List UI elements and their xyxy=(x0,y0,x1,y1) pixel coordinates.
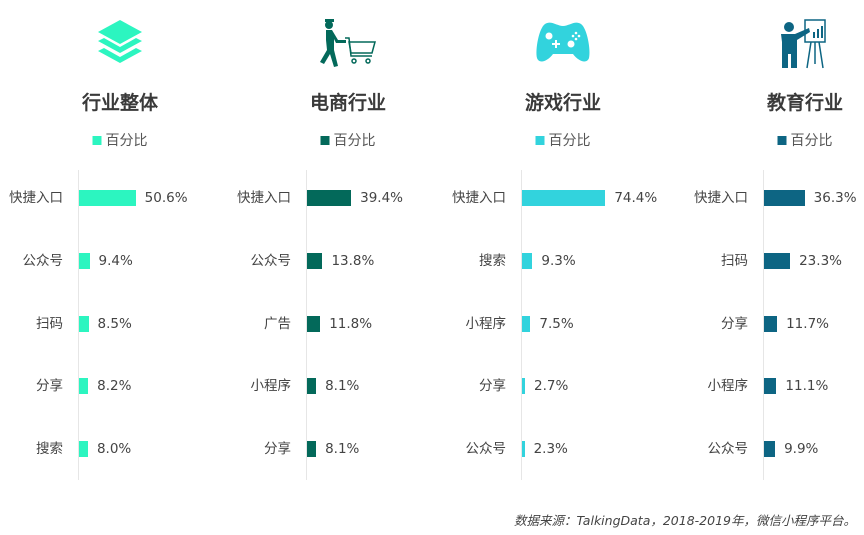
legend: 百分比 xyxy=(92,130,148,150)
data-label: 2.3% xyxy=(533,441,568,457)
category-label: 分享 xyxy=(479,378,506,394)
legend: 百分比 xyxy=(535,130,591,150)
bar xyxy=(79,378,89,394)
data-label: 7.5% xyxy=(539,316,574,332)
data-label: 11.8% xyxy=(329,316,373,332)
chart-title: 游戏行业 xyxy=(524,92,602,114)
category-label: 快捷入口 xyxy=(694,190,748,206)
axis-line xyxy=(78,170,79,480)
bar xyxy=(522,253,533,269)
legend-label: 百分比 xyxy=(105,133,148,149)
data-label: 23.3% xyxy=(799,253,842,269)
bar xyxy=(307,316,321,332)
category-label: 分享 xyxy=(264,441,291,457)
category-label: 扫码 xyxy=(721,253,748,269)
legend-label: 百分比 xyxy=(548,133,591,149)
bar xyxy=(307,378,317,394)
chart-panel: 教育行业百分比快捷入口 36.3% 扫码 23.3% 分享 11.7% 小程序 11.1% 公众… xyxy=(694,16,857,480)
bar xyxy=(522,378,526,394)
legend-swatch xyxy=(777,135,787,145)
bar xyxy=(79,190,136,206)
chart-panel: 电商行业百分比快捷入口 39.4% 公众号 13.8% 广告 11.8% 小程序 8.1% 分享… xyxy=(237,16,404,480)
data-label: 50.6% xyxy=(144,190,188,206)
category-label: 快捷入口 xyxy=(237,190,291,206)
category-label: 公众号 xyxy=(465,441,507,457)
data-label: 9.4% xyxy=(98,253,133,269)
data-label: 8.1% xyxy=(325,378,360,394)
bar xyxy=(764,190,805,206)
category-label: 快捷入口 xyxy=(452,190,506,206)
bar xyxy=(522,441,525,457)
legend-swatch xyxy=(535,135,545,145)
category-label: 搜索 xyxy=(479,253,506,269)
chart-title: 行业整体 xyxy=(81,92,159,114)
bar xyxy=(764,253,791,269)
data-label: 8.5% xyxy=(97,316,132,332)
category-label: 公众号 xyxy=(707,441,749,457)
category-label: 广告 xyxy=(264,316,291,332)
chart-panel: 游戏行业百分比快捷入口 74.4% 搜索 9.3% 小程序 7.5% 分享 2.7% 公众号 2.… xyxy=(452,16,658,480)
legend-swatch xyxy=(320,135,330,145)
data-label: 39.4% xyxy=(360,190,404,206)
data-label: 2.7% xyxy=(534,378,569,394)
category-label: 小程序 xyxy=(707,378,749,394)
data-label: 74.4% xyxy=(614,190,658,206)
data-label: 11.7% xyxy=(786,316,829,332)
category-label: 分享 xyxy=(36,378,63,394)
teacher-presentation-icon xyxy=(775,16,835,72)
shopping-cart-person-icon xyxy=(318,16,378,72)
axis-line xyxy=(306,170,307,480)
axis-line xyxy=(521,170,522,480)
data-label: 8.0% xyxy=(96,441,132,457)
source-note: 数据来源：TalkingData，2018-2019年，微信小程序平台。 xyxy=(513,513,856,528)
chart-title: 电商行业 xyxy=(309,92,387,114)
bar xyxy=(522,190,606,206)
legend-label: 百分比 xyxy=(333,133,376,149)
chart-panel: 行业整体百分比快捷入口 50.6% 公众号 9.4% 扫码 8.5% 分享 8.2% 搜索 8.0… xyxy=(9,16,188,480)
category-label: 分享 xyxy=(721,316,748,332)
category-label: 公众号 xyxy=(250,253,292,269)
bar xyxy=(307,441,317,457)
data-label: 36.3% xyxy=(813,190,857,206)
data-label: 8.2% xyxy=(97,378,132,394)
layers-icon xyxy=(90,16,150,72)
bar xyxy=(764,441,776,457)
data-label: 11.1% xyxy=(785,378,829,394)
bar xyxy=(79,316,89,332)
bar xyxy=(764,316,778,332)
gamepad-icon xyxy=(533,16,593,72)
category-label: 搜索 xyxy=(36,441,63,457)
data-label: 13.8% xyxy=(331,253,375,269)
data-label: 8.1% xyxy=(325,441,360,457)
legend: 百分比 xyxy=(320,130,376,150)
bar xyxy=(79,441,88,457)
bar xyxy=(79,253,90,269)
bar xyxy=(307,190,352,206)
bar xyxy=(522,316,531,332)
legend-swatch xyxy=(92,135,102,145)
chart-title: 教育行业 xyxy=(766,92,844,114)
category-label: 小程序 xyxy=(465,316,507,332)
legend-label: 百分比 xyxy=(790,133,833,149)
legend: 百分比 xyxy=(777,130,833,150)
category-label: 快捷入口 xyxy=(9,190,63,206)
category-label: 公众号 xyxy=(22,253,64,269)
axis-line xyxy=(763,170,764,480)
data-label: 9.3% xyxy=(541,253,576,269)
bar xyxy=(307,253,323,269)
category-label: 小程序 xyxy=(250,378,292,394)
data-label: 9.9% xyxy=(784,441,819,457)
category-label: 扫码 xyxy=(36,316,63,332)
bar xyxy=(764,378,777,394)
